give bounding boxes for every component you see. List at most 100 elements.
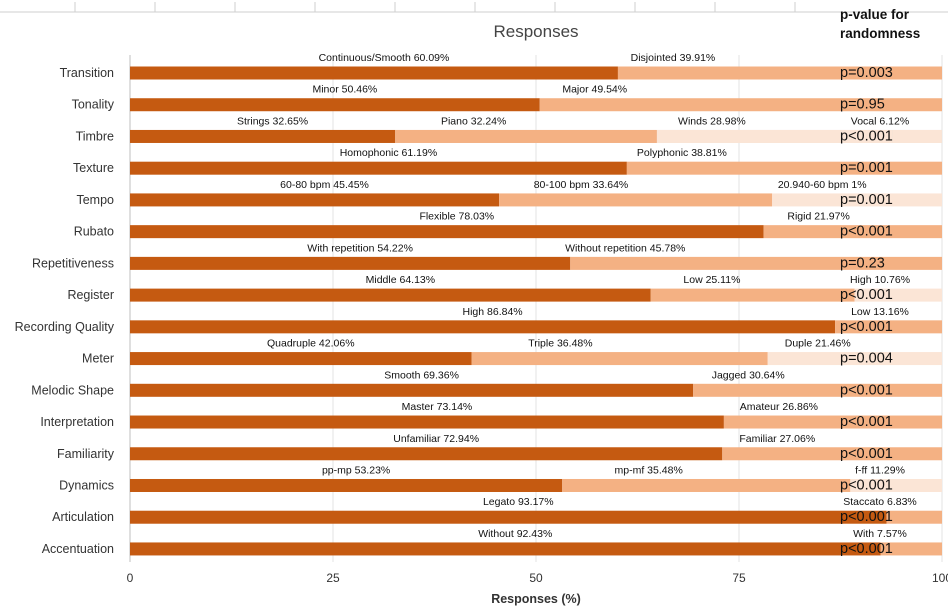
bar-segment [767,352,942,366]
data-label: Piano 32.24% [441,115,506,127]
data-label: Low 13.16% [851,306,909,318]
data-label: High 86.84% [463,306,523,318]
data-label: Continuous/Smooth 60.09% [319,52,450,64]
bar-segment [130,256,571,270]
data-label: mp-mf 35.48% [615,464,683,476]
pvalue-header-line-2: randomness [840,26,920,41]
data-label: Minor 50.46% [312,84,377,96]
bar-segment [656,129,893,143]
pvalue-label: p=0.95 [840,97,885,113]
bar-segment [850,478,942,492]
data-label: 60-80 bpm 45.45% [280,179,369,191]
pvalue-label: p<0.001 [840,477,893,493]
category-labels: Transition Tonality Timbre Texture Tempo Ruba… [15,66,115,556]
data-label: With 7.57% [853,528,907,540]
bar-segment [539,98,942,112]
bar-segment [130,161,627,175]
data-label: Familiar 27.06% [739,433,815,445]
data-label: Homophonic 61.19% [340,147,437,159]
data-label: Low 25.11% [683,274,740,286]
data-label: Without repetition 45.78% [565,242,685,254]
bar-segment [471,352,768,366]
data-label: 80-100 bpm 33.64% [534,179,629,191]
category-label: Texture [73,161,114,175]
data-label: Staccato 6.83% [843,496,917,508]
top-ruler [0,2,948,13]
data-label: Without 92.43% [478,528,552,540]
pvalue-label: p=0.001 [840,160,893,176]
data-label: Amateur 26.86% [740,401,818,413]
bar-segment [130,320,836,334]
data-label: Vocal 6.12% [851,115,909,127]
data-label: Jagged 30.64% [712,369,785,381]
x-tick-label: 100 [932,571,948,585]
pvalue-label: p=0.003 [840,65,893,81]
x-axis-label: Responses (%) [491,592,581,606]
bar-segment [130,478,563,492]
pvalue-label: p<0.001 [840,541,893,557]
pvalue-label: p<0.001 [840,446,893,462]
pvalue-labels: p=0.003 p=0.95 p<0.001 p=0.001 p=0.001 p<0.00… [840,65,893,557]
pvalue-label: p<0.001 [840,382,893,398]
bar-segment [650,288,855,302]
data-label: Triple 36.48% [528,338,592,350]
bar-segment [499,193,773,207]
category-label: Tonality [72,98,115,112]
category-label: Meter [82,352,114,366]
pvalue-label: p<0.001 [840,414,893,430]
x-tick-label: 25 [326,571,340,585]
x-tick-label: 0 [127,571,134,585]
category-label: Dynamics [59,478,114,492]
pvalue-header-line-1: p-value for [840,7,910,22]
bar-segment [562,478,851,492]
category-label: Repetitiveness [32,256,114,270]
bar-segment [130,383,694,397]
bar-segment [892,129,942,143]
data-label: Quadruple 42.06% [267,338,355,350]
category-label: Transition [60,66,114,80]
x-tick-label: 75 [732,571,746,585]
data-label: With repetition 54.22% [307,242,413,254]
bar-segment [130,510,887,524]
bars [130,66,942,556]
x-tick-label: 50 [529,571,543,585]
data-label: Master 73.14% [402,401,473,413]
bar-segment [395,129,657,143]
bar-segment [570,256,942,270]
pvalue-label: p<0.001 [840,319,893,335]
bar-segment [693,383,942,397]
segment-labels: Continuous/Smooth 60.09% Disjointed 39.91… [237,52,917,540]
data-label: Strings 32.65% [237,115,308,127]
bar-segment [722,447,942,461]
bar-segment [130,66,618,80]
data-label: 20.940-60 bpm 1% [778,179,867,191]
bar-segment [130,352,472,366]
bar-segment [130,415,724,429]
bar-segment [130,288,651,302]
bar-segment [130,129,396,143]
category-label: Articulation [52,510,114,524]
bar-segment [880,542,942,556]
x-axis-ticks: 0 25 50 75 100 [127,571,948,585]
data-label: f-ff 11.29% [855,464,905,476]
bar-segment [763,225,942,239]
bar-segment [723,415,942,429]
chart-title: Responses [493,22,578,41]
category-label: Timbre [76,129,114,143]
data-label: Duple 21.46% [785,338,851,350]
pvalue-label: p=0.004 [840,351,893,367]
category-label: Recording Quality [15,320,115,334]
pvalue-label: p<0.001 [840,287,893,303]
data-label: Polyphonic 38.81% [637,147,727,159]
bar-segment [835,320,942,334]
category-label: Register [67,288,114,302]
pvalue-label: p<0.001 [840,128,893,144]
data-label: Major 49.54% [562,84,627,96]
data-label: High 10.76% [850,274,910,286]
data-label: Legato 93.17% [483,496,554,508]
data-label: Winds 28.98% [678,115,746,127]
category-label: Interpretation [40,415,114,429]
category-label: Melodic Shape [31,383,114,397]
bar-segment [617,66,942,80]
